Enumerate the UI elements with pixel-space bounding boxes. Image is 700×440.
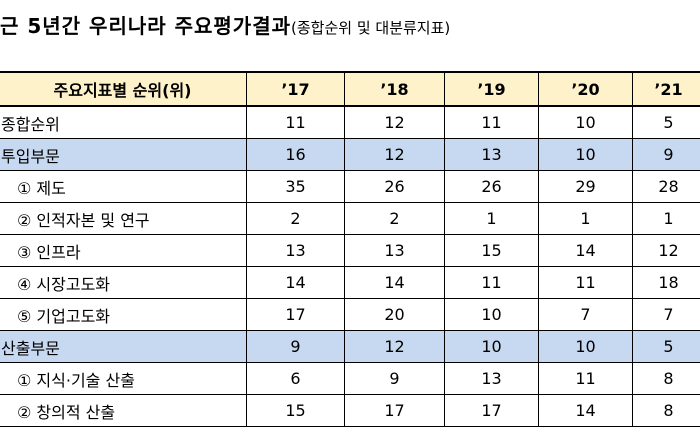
- table-body: 종합순위 11 12 11 10 5 투입부문 16 12 13 10 9 ① …: [0, 105, 700, 427]
- cell-value: 17: [246, 298, 345, 331]
- cell-value: 7: [632, 298, 700, 331]
- table-row: ② 창의적 산출 15 17 17 14 8: [0, 394, 700, 427]
- cell-value: 12: [344, 138, 445, 171]
- title-subtitle: (종합순위 및 대분류지표): [291, 19, 451, 37]
- cell-value: 12: [632, 234, 700, 267]
- cell-value: 12: [344, 330, 445, 363]
- cell-value: 14: [344, 266, 445, 299]
- table-header: 주요지표별 순위(위) ’17 ’18 ’19 ’20 ’21: [0, 71, 700, 107]
- cell-value: 18: [632, 266, 700, 299]
- cell-value: 1: [444, 202, 539, 235]
- cell-value: 1: [538, 202, 633, 235]
- header-indicator: 주요지표별 순위(위): [0, 71, 247, 107]
- header-year-18: ’18: [344, 71, 445, 107]
- cell-value: 20: [344, 298, 445, 331]
- row-label: ② 창의적 산출: [0, 394, 247, 427]
- cell-value: 11: [246, 105, 345, 139]
- table-row: ① 지식·기술 산출 6 9 13 11 8: [0, 362, 700, 395]
- row-label: ⑤ 기업고도화: [0, 298, 247, 331]
- cell-value: 10: [444, 298, 539, 331]
- page-title: 근 5년간 우리나라 주요평가결과(종합순위 및 대분류지표): [0, 8, 450, 44]
- cell-value: 9: [246, 330, 345, 363]
- cell-value: 15: [444, 234, 539, 267]
- cell-value: 14: [246, 266, 345, 299]
- cell-value: 11: [444, 266, 539, 299]
- header-year-20: ’20: [538, 71, 633, 107]
- cell-value: 17: [344, 394, 445, 427]
- row-label: 종합순위: [0, 105, 247, 139]
- cell-value: 10: [538, 330, 633, 363]
- row-label: ② 인적자본 및 연구: [0, 202, 247, 235]
- cell-value: 1: [632, 202, 700, 235]
- row-label: ① 지식·기술 산출: [0, 362, 247, 395]
- row-label: ③ 인프라: [0, 234, 247, 267]
- header-year-21: ’21: [632, 71, 700, 107]
- cell-value: 8: [632, 362, 700, 395]
- row-label: 투입부문: [0, 138, 247, 171]
- cell-value: 6: [246, 362, 345, 395]
- table-row: ④ 시장고도화 14 14 11 11 18: [0, 266, 700, 299]
- cell-value: 14: [538, 234, 633, 267]
- cell-value: 16: [246, 138, 345, 171]
- cell-value: 28: [632, 170, 700, 203]
- cell-value: 5: [632, 105, 700, 139]
- cell-value: 17: [444, 394, 539, 427]
- cell-value: 15: [246, 394, 345, 427]
- cell-value: 8: [632, 394, 700, 427]
- cell-value: 11: [538, 362, 633, 395]
- cell-value: 2: [246, 202, 345, 235]
- cell-value: 29: [538, 170, 633, 203]
- table-row: ① 제도 35 26 26 29 28: [0, 170, 700, 203]
- cell-value: 13: [444, 362, 539, 395]
- cell-value: 13: [444, 138, 539, 171]
- table-row-overall: 종합순위 11 12 11 10 5: [0, 105, 700, 139]
- cell-value: 26: [344, 170, 445, 203]
- cell-value: 9: [632, 138, 700, 171]
- cell-value: 9: [344, 362, 445, 395]
- cell-value: 14: [538, 394, 633, 427]
- row-label: 산출부문: [0, 330, 247, 363]
- cell-value: 11: [444, 105, 539, 139]
- cell-value: 11: [538, 266, 633, 299]
- table-row-output: 산출부문 9 12 10 10 5: [0, 330, 700, 363]
- cell-value: 26: [444, 170, 539, 203]
- cell-value: 10: [538, 105, 633, 139]
- cell-value: 13: [344, 234, 445, 267]
- header-year-19: ’19: [444, 71, 539, 107]
- row-label: ④ 시장고도화: [0, 266, 247, 299]
- cell-value: 10: [538, 138, 633, 171]
- cell-value: 35: [246, 170, 345, 203]
- cell-value: 12: [344, 105, 445, 139]
- cell-value: 5: [632, 330, 700, 363]
- cell-value: 7: [538, 298, 633, 331]
- table-row-input: 투입부문 16 12 13 10 9: [0, 138, 700, 171]
- table-row: ② 인적자본 및 연구 2 2 1 1 1: [0, 202, 700, 235]
- header-row: 주요지표별 순위(위) ’17 ’18 ’19 ’20 ’21: [0, 71, 700, 107]
- header-year-17: ’17: [246, 71, 345, 107]
- table-row: ③ 인프라 13 13 15 14 12: [0, 234, 700, 267]
- cell-value: 2: [344, 202, 445, 235]
- title-main: 근 5년간 우리나라 주요평가결과: [0, 14, 292, 38]
- row-label: ① 제도: [0, 170, 247, 203]
- cell-value: 10: [444, 330, 539, 363]
- cell-value: 13: [246, 234, 345, 267]
- ranking-table: 주요지표별 순위(위) ’17 ’18 ’19 ’20 ’21 종합순위 11 …: [0, 71, 700, 427]
- table-row: ⑤ 기업고도화 17 20 10 7 7: [0, 298, 700, 331]
